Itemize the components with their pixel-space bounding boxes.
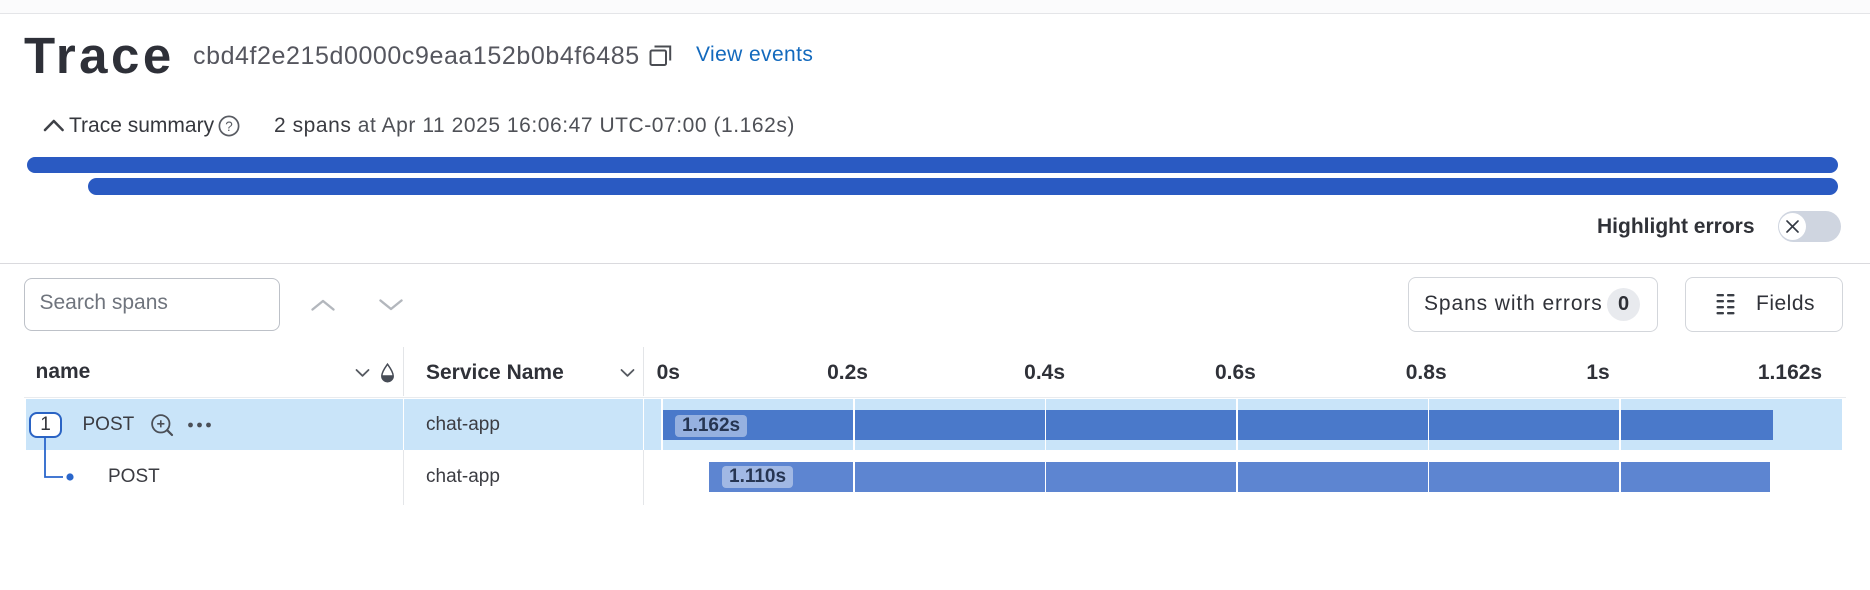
svg-text:?: ? xyxy=(225,119,233,134)
